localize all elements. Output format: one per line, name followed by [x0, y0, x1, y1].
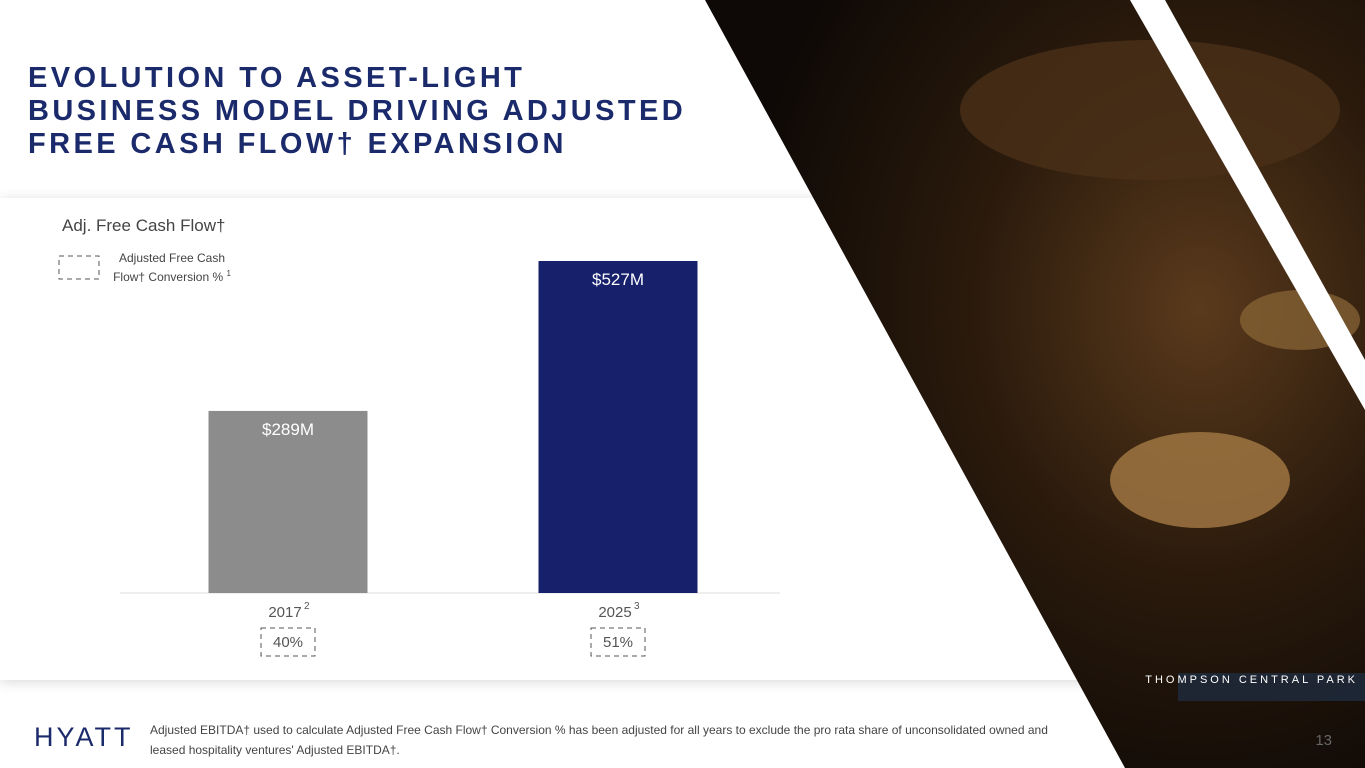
legend-text: Adjusted Free Cash Flow† Conversion % [113, 251, 226, 284]
legend-swatch [58, 255, 100, 280]
bar [538, 261, 698, 593]
logo: HYATT [34, 722, 134, 752]
conversion-label: 51% [603, 634, 633, 651]
photo-table [1110, 432, 1290, 528]
page-number: 13 [1315, 732, 1332, 749]
conversion-box [590, 627, 646, 657]
value-label: $289M [262, 420, 314, 439]
legend-label: Adjusted Free Cash Flow† Conversion % 1 [112, 251, 232, 285]
conversion-label: 40% [273, 634, 303, 651]
x-tick-label: 2025 [598, 604, 631, 621]
slide-title: EVOLUTION TO ASSET-LIGHT BUSINESS MODEL D… [28, 62, 686, 161]
photo-caption: THOMPSON CENTRAL PARK [1145, 674, 1358, 686]
legend-note: 1 [226, 269, 231, 278]
category-note: 3 [634, 601, 640, 612]
title-line: EVOLUTION TO ASSET-LIGHT [28, 62, 526, 94]
photo-stripe [1130, 0, 1365, 410]
conversion-box [260, 627, 316, 657]
chart-title: Adj. Free Cash Flow† [62, 216, 225, 235]
value-label: $527M [592, 270, 644, 289]
title-line: FREE CASH FLOW† EXPANSION [28, 128, 567, 160]
footnote: Adjusted EBITDA† used to calculate Adjus… [150, 723, 1048, 757]
caption-box [1178, 673, 1365, 701]
photo [705, 0, 1365, 768]
bar [208, 410, 368, 593]
title-line: BUSINESS MODEL DRIVING ADJUSTED [28, 95, 687, 127]
x-tick-label: 2017 [268, 604, 301, 621]
category-note: 2 [304, 601, 310, 612]
